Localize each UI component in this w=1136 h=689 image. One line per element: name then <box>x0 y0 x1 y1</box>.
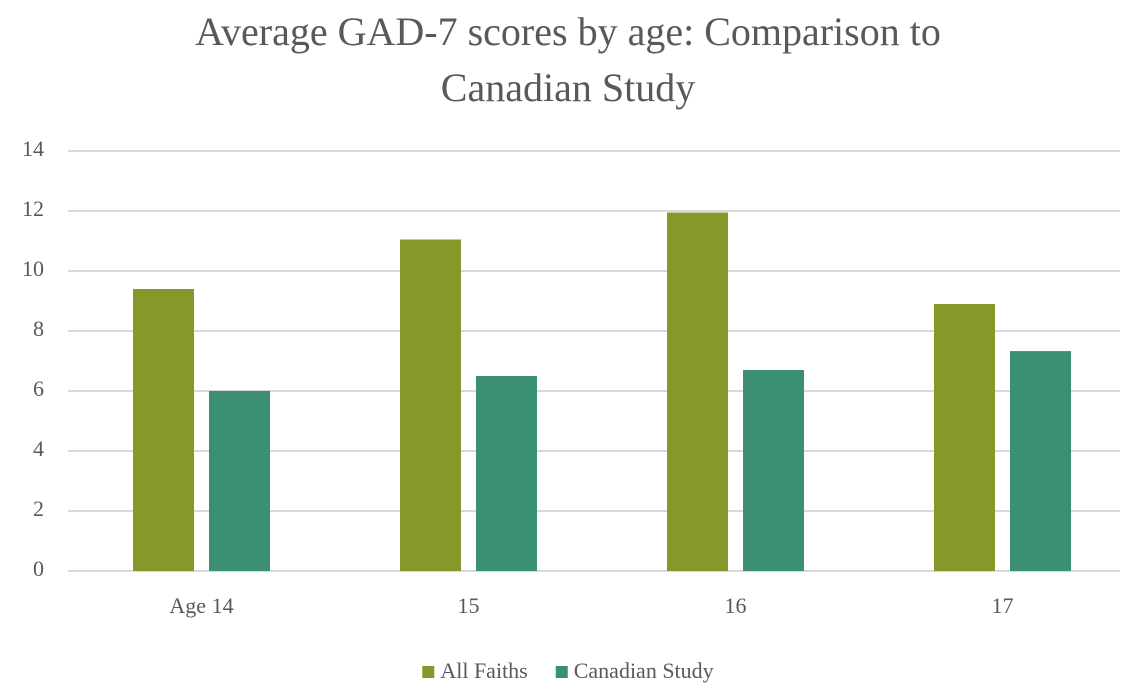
bar <box>400 239 461 571</box>
legend-swatch <box>555 666 568 678</box>
y-tick-label: 4 <box>33 436 44 461</box>
y-tick-label: 2 <box>33 496 44 521</box>
bar <box>133 289 194 571</box>
bar <box>209 391 270 571</box>
bar <box>1010 351 1071 571</box>
x-tick-label: 15 <box>458 593 480 618</box>
y-tick-label: 12 <box>22 196 44 221</box>
x-tick-label: 17 <box>992 593 1014 618</box>
y-tick-label: 8 <box>33 316 44 341</box>
x-tick-label: 16 <box>725 593 747 618</box>
bar <box>667 212 728 571</box>
y-tick-label: 10 <box>22 256 44 281</box>
legend-label: All Faiths <box>440 658 527 683</box>
chart-title: Average GAD-7 scores by age: Comparison … <box>195 9 941 110</box>
legend-swatch <box>422 666 435 678</box>
bar <box>476 376 537 571</box>
y-tick-label: 6 <box>33 376 44 401</box>
bar <box>934 304 995 571</box>
x-tick-label: Age 14 <box>169 593 233 618</box>
y-tick-label: 14 <box>22 136 44 161</box>
legend-label: Canadian Study <box>574 658 714 683</box>
y-tick-label: 0 <box>33 556 44 581</box>
bar <box>743 370 804 571</box>
